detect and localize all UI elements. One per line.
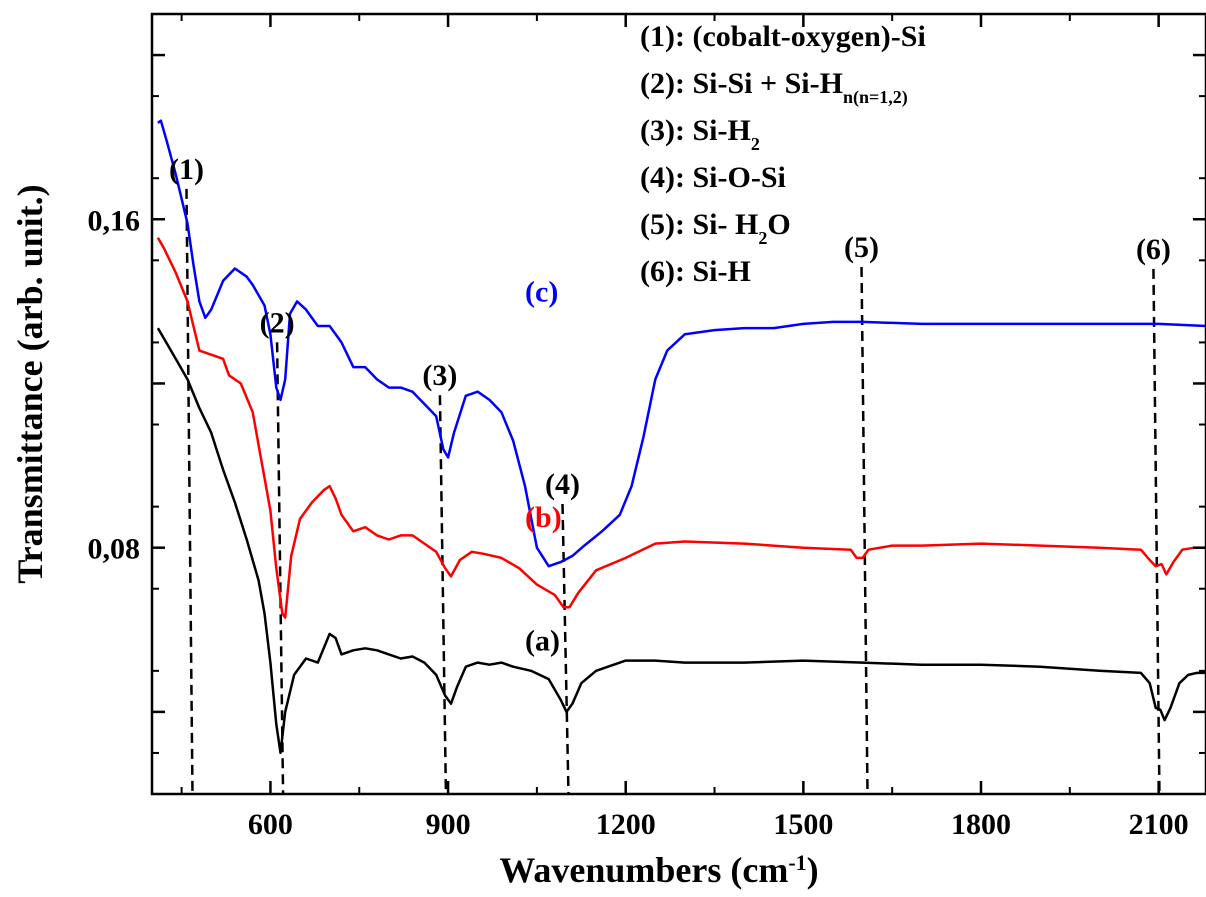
marker-label: (2) — [260, 306, 295, 339]
marker-line — [561, 503, 570, 795]
marker-label: (3) — [422, 359, 457, 392]
marker-line — [185, 188, 194, 795]
series-line — [156, 237, 1206, 619]
x-tick-label: 900 — [426, 808, 471, 841]
marker-line — [1152, 268, 1161, 795]
x-axis-label-main: Wavenumbers (cm — [499, 850, 788, 890]
label-layer: 600 900 1200 1500 1800 2100 0,16 0,08 (a) (b) (c) (… — [88, 153, 1189, 841]
marker-line — [860, 266, 869, 795]
marker-label: (5) — [844, 231, 879, 264]
x-tick-label: 1200 — [596, 808, 656, 841]
y-tick-label: 0,08 — [88, 533, 141, 566]
y-axis-label: Transmittance (arb. unit.) — [10, 184, 50, 583]
legend-item: (4): Si-O-Si — [640, 161, 786, 194]
marker-layer — [185, 188, 1161, 795]
x-tick-label: 2100 — [1129, 808, 1189, 841]
legend-box: (1): (cobalt-oxygen)-Si (2): Si-Si + Si-H… — [640, 20, 926, 288]
series-line — [156, 327, 1206, 755]
marker-label: (6) — [1136, 233, 1171, 266]
series-line — [157, 119, 1206, 568]
series-label: (c) — [525, 275, 558, 308]
tick-layer — [152, 13, 1206, 794]
plot-frame — [150, 12, 1206, 796]
legend-item: (1): (cobalt-oxygen)-Si — [640, 20, 926, 53]
series-label: (a) — [525, 624, 560, 657]
legend-item: (5): Si- H2O — [640, 208, 791, 248]
y-tick-label: 0,16 — [88, 204, 141, 237]
marker-label: (1) — [169, 153, 204, 186]
legend-item: (6): Si-H — [640, 255, 751, 288]
series-label: (b) — [525, 501, 562, 534]
x-tick-label: 1800 — [951, 808, 1011, 841]
x-axis-label: Wavenumbers (cm-1) — [499, 850, 818, 891]
marker-line — [275, 342, 285, 795]
legend-item: (3): Si-H2 — [640, 114, 760, 154]
x-axis-label-sup: -1 — [788, 850, 806, 875]
marker-label: (4) — [545, 468, 580, 501]
x-tick-label: 600 — [248, 808, 293, 841]
series-layer — [156, 119, 1206, 755]
legend-item: (2): Si-Si + Si-Hn(n=1,2) — [640, 67, 908, 108]
x-tick-label: 1500 — [773, 808, 833, 841]
marker-line — [438, 395, 448, 795]
x-axis-label-end: ) — [807, 850, 819, 890]
